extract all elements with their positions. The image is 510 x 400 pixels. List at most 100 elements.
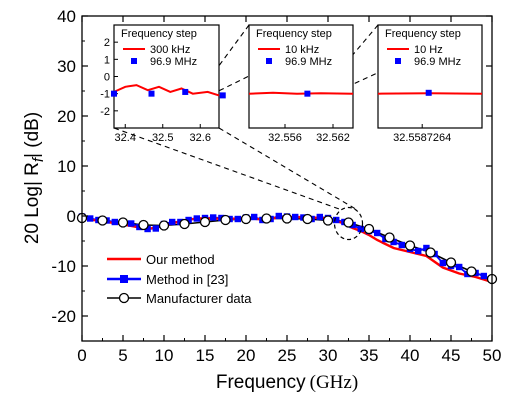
legend-label: Manufacturer data (146, 291, 252, 306)
data-point-manufacturer (404, 240, 416, 251)
data-point-manufacturer (384, 232, 395, 243)
data-point-method-in-23 (111, 218, 118, 226)
data-point-method-in-23 (439, 259, 446, 267)
inset-x-tick-label: 32.556 (268, 132, 302, 144)
x-tick-label: 15 (196, 346, 215, 365)
data-point-method-in-23 (234, 215, 241, 223)
data-point-manufacturer (179, 218, 190, 230)
inset-series-line (113, 84, 220, 97)
x-tick-label: 25 (278, 346, 297, 365)
inset-x-tick-label: 32.5 (152, 132, 173, 144)
data-point-method-in-23 (193, 215, 200, 222)
data-point-method-in-23 (316, 213, 323, 221)
inset-frame (113, 24, 220, 129)
y-tick-label: 40 (57, 7, 76, 26)
y-tick-label: 10 (57, 157, 76, 176)
inset-legend-blue-marker (131, 58, 137, 64)
data-point-method-in-23 (152, 225, 159, 232)
inset-x-tick-label: 32.5587264 (393, 132, 451, 144)
inset-y-tick-label: 0 (104, 72, 110, 84)
data-point-manufacturer (240, 213, 252, 225)
zoom-connector-line (113, 127, 341, 211)
data-point-method-in-23 (251, 213, 258, 221)
x-tick-label: 0 (77, 346, 86, 365)
data-point-manufacturer (138, 219, 149, 231)
legend-item-method-in-23: Method in [23] (107, 272, 228, 287)
inset-y-tick-label: -1 (100, 89, 110, 101)
y-tick-label: 0 (67, 207, 76, 226)
data-point-method-in-23 (169, 218, 176, 226)
inset-legend-blue-marker (266, 58, 272, 64)
inset-data-point (304, 90, 311, 97)
y-tick-label: 30 (57, 57, 76, 76)
data-point-manufacturer (343, 217, 354, 228)
inset-y-tick-label: -2 (100, 106, 110, 118)
data-point-manufacturer (466, 266, 477, 277)
inset-x-tick-label: 32.6 (190, 132, 211, 144)
inset-y-tick-label: 2 (104, 37, 110, 49)
inset-legend-title: Frequency step (256, 28, 332, 40)
legend-item-our-method: Our method (107, 252, 215, 267)
data-point-method-in-23 (357, 225, 364, 233)
inset-y-tick-label: 1 (104, 54, 110, 66)
annotation-ellipse (333, 206, 364, 241)
inset-data-point (182, 88, 189, 95)
y-tick-label: -20 (51, 307, 76, 326)
data-point-method-in-23 (275, 212, 282, 220)
inset-legend-red-label: 10 kHz (285, 44, 319, 56)
data-point-manufacturer (117, 217, 129, 228)
inset-legend-blue-label: 96.9 MHz (414, 56, 461, 68)
legend-item-manufacturer: Manufacturer data (107, 291, 252, 306)
inset-x-tick-label: 32.4 (115, 132, 136, 144)
x-tick-label: 5 (118, 346, 127, 365)
x-tick-label: 45 (442, 346, 461, 365)
data-point-manufacturer (281, 213, 293, 224)
y-axis-title: 20 Log| Rf| (dB) (22, 112, 47, 244)
x-tick-label: 30 (319, 346, 338, 365)
x-tick-label: 50 (483, 346, 502, 365)
data-point-method-in-23 (423, 244, 430, 252)
inset-legend-title: Frequency step (121, 28, 197, 40)
inset-legend-red-label: 10 Hz (414, 44, 443, 56)
inset-layer: 32.4 32.5 32.6 2 1 0 -1 -2 Frequency step 300 kHz… (100, 24, 483, 211)
data-point-method-in-23 (144, 225, 151, 233)
inset-frame (248, 24, 354, 129)
inset-x-tick-label: 32.562 (316, 132, 350, 144)
data-point-method-in-23 (292, 213, 299, 221)
legend-label: Method in [23] (146, 272, 228, 287)
data-point-method-in-23 (374, 229, 381, 237)
inset-frame (377, 24, 483, 129)
inset-1: 32.4 32.5 32.6 2 1 0 -1 -2 Frequency step 300 kHz… (100, 24, 226, 144)
data-point-method-in-23 (128, 220, 135, 227)
data-point-manufacturer (97, 215, 108, 226)
data-point-manufacturer (445, 257, 457, 268)
data-point-method-in-23 (87, 215, 94, 222)
inset-series-line (248, 91, 354, 95)
inset-data-point (425, 89, 432, 96)
y-tick-label: -10 (51, 257, 76, 276)
y-tick-label: 20 (57, 107, 76, 126)
x-tick-label: 35 (360, 346, 379, 365)
data-point-manufacturer (261, 213, 272, 224)
x-tick-label: 10 (155, 346, 174, 365)
inset-legend-title: Frequency step (385, 28, 461, 40)
legend: Our method Method in [23] Manufacturer d… (107, 252, 252, 306)
x-tick-label: 20 (237, 346, 256, 365)
legend-label: Our method (146, 252, 215, 267)
data-point-method-in-23 (480, 272, 487, 280)
data-point-method-in-23 (333, 216, 340, 224)
data-point-manufacturer (302, 213, 313, 225)
inset-legend-blue-label: 96.9 MHz (285, 56, 332, 68)
data-point-manufacturer (425, 247, 436, 258)
legend-circle-marker (118, 292, 130, 304)
data-point-manufacturer (199, 216, 211, 228)
inset-data-point (219, 92, 226, 99)
data-point-manufacturer (220, 214, 231, 226)
data-point-method-in-23 (185, 216, 192, 224)
x-tick-label: 40 (401, 346, 420, 365)
inset-data-point (148, 90, 155, 97)
